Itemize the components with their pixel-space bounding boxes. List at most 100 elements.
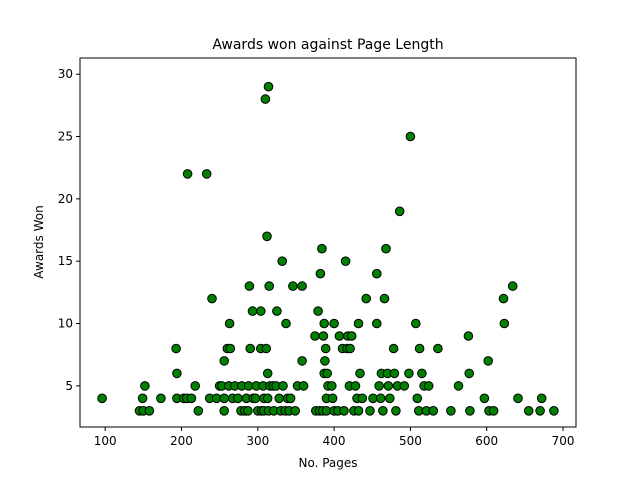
data-point <box>315 268 326 279</box>
data-point <box>334 331 345 341</box>
x-tick-label: 700 <box>552 434 575 448</box>
data-point <box>372 318 382 329</box>
data-point <box>182 169 193 179</box>
data-point <box>245 343 255 354</box>
data-point <box>453 381 464 391</box>
data-point <box>224 318 235 329</box>
data-point <box>446 406 456 416</box>
data-point <box>385 393 395 404</box>
data-point <box>483 356 494 366</box>
data-point <box>277 256 288 267</box>
data-point <box>264 281 275 291</box>
data-point <box>535 406 545 416</box>
data-point <box>288 281 298 291</box>
data-point <box>428 406 439 416</box>
data-point <box>297 281 307 291</box>
y-tick-label: 20 <box>58 192 73 206</box>
x-tick-label: 200 <box>170 434 193 448</box>
data-point <box>536 393 547 404</box>
data-point <box>243 406 253 416</box>
data-point <box>278 381 288 391</box>
data-point <box>317 243 327 254</box>
y-axis-label: Awards Won <box>32 205 46 278</box>
chart-title: Awards won against Page Length <box>212 37 443 53</box>
data-point <box>423 381 434 391</box>
data-point <box>207 293 217 304</box>
data-point <box>378 406 388 416</box>
data-point <box>297 356 307 366</box>
data-point <box>281 318 291 329</box>
x-axis-label: No. Pages <box>298 456 357 470</box>
data-point <box>193 406 204 416</box>
data-points <box>97 81 559 416</box>
data-point <box>172 368 182 379</box>
x-tick-label: 100 <box>94 434 117 448</box>
data-point <box>465 406 475 416</box>
data-point <box>389 368 400 379</box>
data-point <box>272 306 282 316</box>
x-tick-label: 600 <box>475 434 498 448</box>
data-point <box>346 331 357 341</box>
data-point <box>219 356 229 366</box>
data-point <box>263 81 274 92</box>
y-axis-ticks: 5 10 15 20 25 30 <box>58 67 80 393</box>
y-tick-label: 30 <box>58 67 73 81</box>
data-point <box>247 306 258 316</box>
data-point <box>262 231 272 242</box>
x-tick-label: 500 <box>399 434 422 448</box>
data-point <box>329 318 339 329</box>
data-point <box>375 393 386 404</box>
data-point <box>372 268 382 279</box>
data-point <box>523 406 534 416</box>
data-point <box>513 393 523 404</box>
x-tick-label: 400 <box>323 434 346 448</box>
data-point <box>381 243 391 254</box>
data-point <box>464 368 475 379</box>
data-point <box>379 293 390 304</box>
data-point <box>140 381 150 391</box>
data-point <box>298 381 309 391</box>
y-tick-label: 10 <box>58 317 73 331</box>
data-point <box>479 393 490 404</box>
data-point <box>256 306 266 316</box>
data-point <box>405 131 416 142</box>
data-point <box>244 281 255 291</box>
data-point <box>310 331 320 341</box>
data-point <box>219 406 229 416</box>
y-tick-label: 15 <box>58 254 73 268</box>
data-point <box>156 393 166 404</box>
data-point <box>365 406 375 416</box>
data-point <box>433 343 443 354</box>
data-point <box>318 331 329 341</box>
data-point <box>357 393 368 404</box>
data-point <box>319 318 330 329</box>
data-point <box>499 318 510 329</box>
data-point <box>290 406 301 416</box>
data-point <box>353 318 364 329</box>
data-point <box>374 381 384 391</box>
data-point <box>345 343 355 354</box>
data-point <box>412 393 423 404</box>
data-point <box>399 381 410 391</box>
data-point <box>361 293 372 304</box>
data-point <box>327 381 337 391</box>
data-point <box>549 406 559 416</box>
data-point <box>171 343 181 354</box>
data-point <box>320 343 331 354</box>
data-point <box>250 393 261 404</box>
data-point <box>260 94 271 104</box>
data-point <box>327 393 338 404</box>
data-point <box>463 331 474 341</box>
data-point <box>498 293 509 304</box>
data-point <box>391 406 401 416</box>
data-point <box>190 381 200 391</box>
data-point <box>411 318 421 329</box>
data-point <box>394 206 405 217</box>
data-point <box>285 393 296 404</box>
data-point <box>233 393 243 404</box>
data-point <box>137 393 148 404</box>
data-point <box>219 393 229 404</box>
data-point <box>144 406 155 416</box>
data-point <box>414 343 425 354</box>
